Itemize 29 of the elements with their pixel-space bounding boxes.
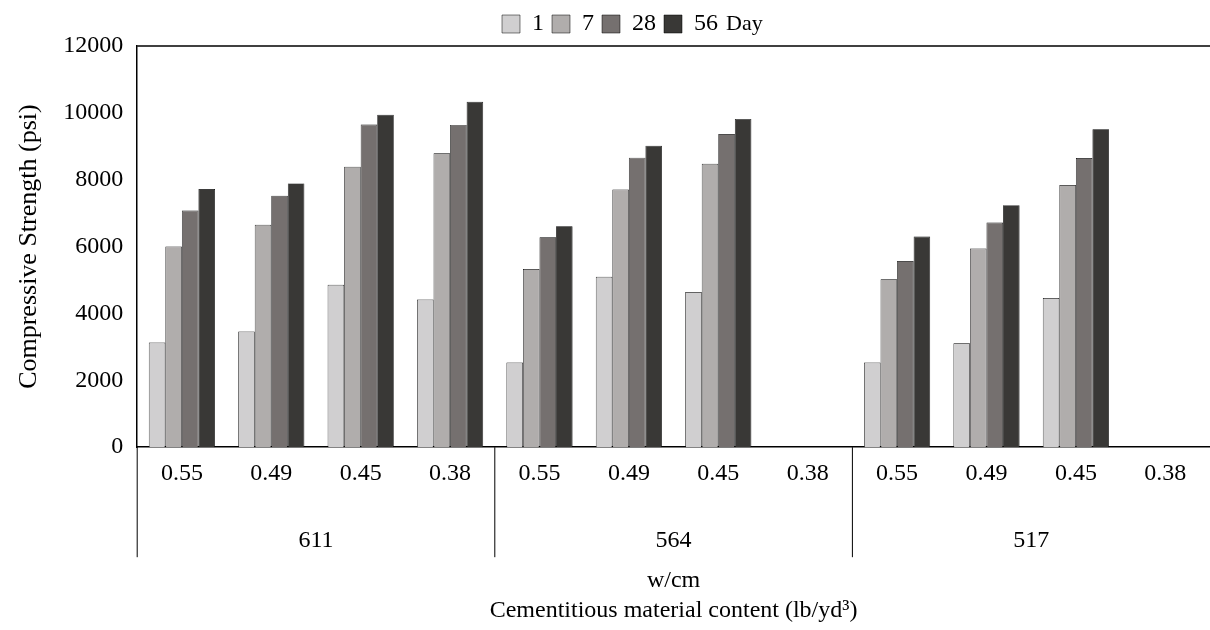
x-tick-label: 0.49	[965, 458, 1008, 485]
text: 517	[1013, 526, 1050, 553]
y-axis-title: Compressive Strength (psi)	[13, 104, 43, 389]
legend-label: 28	[632, 9, 656, 36]
legend-label: 1	[532, 9, 544, 36]
y-tick-label: 8000	[75, 165, 124, 192]
x-tick-label: 0.38	[1144, 458, 1187, 485]
x-tick-label: 0.55	[160, 458, 203, 485]
x-tick-label: 0.45	[339, 458, 382, 485]
x-tick-label: 0.49	[250, 458, 293, 485]
y-tick-label: 2000	[75, 365, 124, 392]
x-tick-label: 0.55	[518, 458, 561, 485]
legend-label: 7	[582, 9, 594, 36]
y-tick-label: 12000	[63, 31, 124, 58]
x-tick-label: 0.38	[429, 458, 472, 485]
y-tick-label: 0	[111, 432, 124, 459]
legend-title: Day	[726, 9, 763, 35]
x-tick-label: 0.45	[697, 458, 740, 485]
legend-label: 56	[694, 9, 718, 36]
x-axis-title: w/cm Cementitious material content (lb/yd³)	[489, 566, 858, 623]
x-tick-label: 0.45	[1054, 458, 1097, 485]
y-tick-label: 6000	[75, 231, 124, 258]
x-tick-label: 0.49	[607, 458, 650, 485]
y-tick-label: 4000	[75, 298, 124, 325]
x-tick-label: 0.38	[786, 458, 829, 485]
y-tick-label: 10000	[63, 98, 124, 125]
text: 564	[655, 526, 692, 553]
x-tick-label: 0.55	[876, 458, 919, 485]
text: 611	[298, 526, 334, 553]
